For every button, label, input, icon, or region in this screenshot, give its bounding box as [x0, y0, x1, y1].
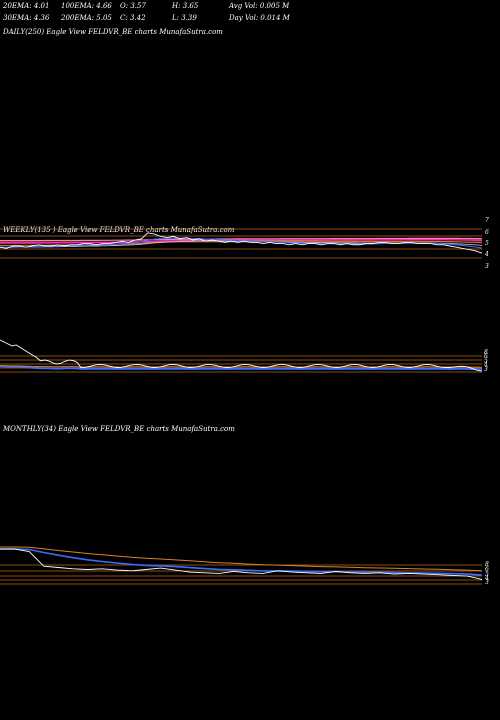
strip-ema-blue	[0, 365, 483, 371]
monthly-y-tick: 5	[485, 571, 489, 578]
strip-y-tick: 3	[484, 366, 488, 373]
weekly-price-line	[0, 232, 483, 254]
weekly-y-tick: 4	[484, 251, 489, 258]
weekly-y-tick: 3	[485, 263, 489, 270]
monthly-ema-orange	[0, 546, 483, 572]
hdr-day-vol: Day Vol: 0.014 M	[229, 14, 290, 22]
weekly-y-tick: 7	[485, 217, 489, 224]
strip-y-tick: 5	[484, 357, 488, 364]
strip-y-tick: 4	[483, 362, 488, 369]
monthly-y-tick: 3	[485, 579, 489, 586]
hdr-20ema: 20EMA: 4.01	[3, 2, 50, 10]
weekly-panel-label: WEEKLY(135 ) Eagle View FELDVR_BE charts…	[3, 226, 235, 234]
strip-y-tick: 6	[484, 353, 488, 360]
strip-ema-orange	[0, 365, 483, 368]
monthly-panel-label: MONTHLY(34) Eagle View FELDVR_BE charts …	[3, 425, 235, 433]
weekly-ema-pink	[0, 237, 482, 242]
hdr-high: H: 3.65	[172, 2, 199, 10]
monthly-ema-blue	[0, 548, 483, 576]
weekly-ema-magenta	[0, 238, 483, 244]
hdr-low: L: 3.39	[172, 14, 197, 22]
monthly-y-tick: 8	[485, 561, 489, 568]
monthly-y-tick: 4	[484, 575, 489, 582]
monthly-price-line	[0, 548, 483, 580]
hdr-200ema: 200EMA: 5.05	[61, 14, 112, 22]
hdr-open: O: 3.57	[120, 2, 146, 10]
hdr-close: C: 3.42	[120, 14, 146, 22]
strip-price-line	[0, 339, 483, 372]
daily-panel-label: DAILY(250) Eagle View FELDVR_BE charts M…	[3, 28, 223, 36]
weekly-y-tick: 5	[485, 240, 489, 247]
hdr-avg-vol: Avg Vol: 0.005 M	[229, 2, 290, 10]
weekly-y-tick: 6	[485, 229, 489, 236]
strip-y-tick: 8	[484, 349, 488, 356]
monthly-y-tick: 6	[485, 566, 489, 573]
hdr-30ema: 30EMA: 4.36	[3, 14, 50, 22]
hdr-100ema: 100EMA: 4.66	[61, 2, 112, 10]
